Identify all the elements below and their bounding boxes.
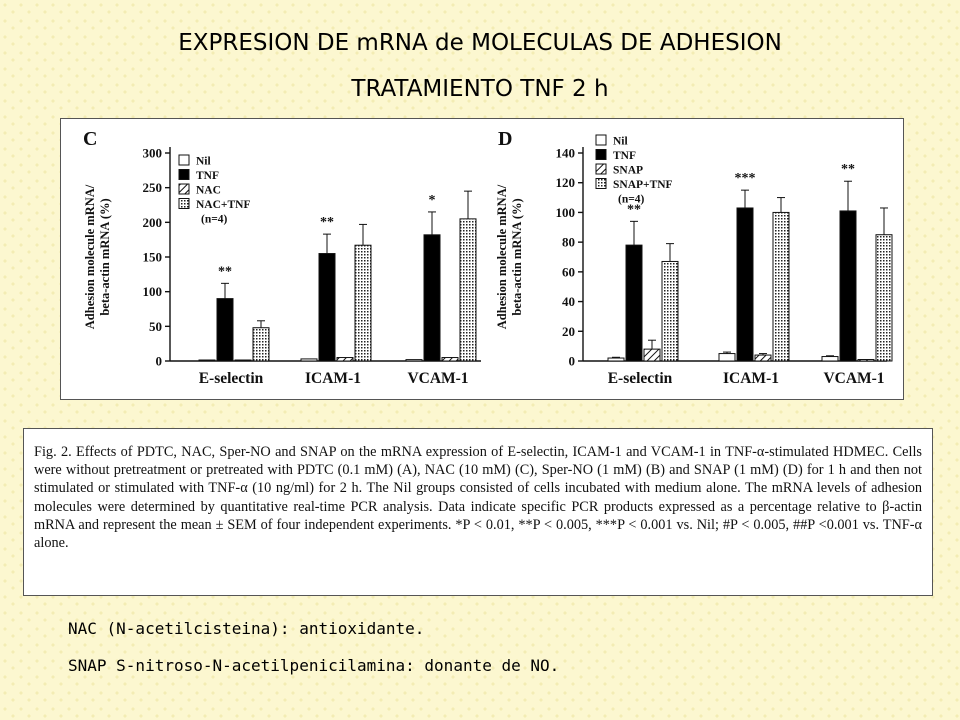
bar-nac	[234, 359, 252, 362]
bar-nac	[441, 357, 459, 362]
bar-tnf	[839, 210, 857, 362]
legend-swatch	[595, 163, 607, 175]
legend-label: SNAP+TNF	[613, 179, 673, 191]
y-tick-label: 0	[569, 354, 576, 369]
y-axis-label: Adhesion molecule mRNA/beta-actin mRNA (…	[83, 184, 112, 329]
y-tick-label: 20	[562, 324, 575, 339]
y-axis-label-line: Adhesion molecule mRNA/	[83, 184, 97, 329]
bar-nil	[821, 356, 839, 362]
y-axis-label-line: beta-actin mRNA (%)	[98, 198, 112, 315]
bar-nac	[336, 357, 354, 362]
category-label: ICAM-1	[723, 370, 779, 387]
y-tick-label: 300	[143, 146, 163, 161]
legend-swatch	[178, 183, 190, 195]
legend-note: (n=4)	[201, 214, 228, 226]
slide-title: EXPRESION DE mRNA de MOLECULAS DE ADHESI…	[178, 30, 782, 56]
bar-snap-tnf	[772, 211, 790, 362]
y-axis-label-line: Adhesion molecule mRNA/	[495, 184, 509, 329]
bar-nil	[718, 353, 736, 362]
bar-tnf	[625, 244, 643, 362]
note-snap: SNAP S-nitroso-N-acetilpenicilamina: don…	[68, 656, 560, 675]
y-tick-label: 50	[149, 319, 162, 334]
category-label: VCAM-1	[407, 370, 468, 387]
y-tick-label: 40	[562, 294, 575, 309]
legend-note: (n=4)	[618, 194, 645, 206]
legend-label: TNF	[196, 170, 219, 182]
category-label: E-selectin	[199, 370, 264, 387]
bar-tnf	[736, 207, 754, 362]
note-nac: NAC (N-acetilcisteina): antioxidante.	[68, 619, 425, 638]
category-label: ICAM-1	[305, 370, 361, 387]
y-tick-label: 0	[156, 354, 163, 369]
category-label: E-selectin	[608, 370, 673, 387]
significance-marker: ***	[735, 171, 756, 186]
y-tick-label: 60	[562, 264, 575, 279]
y-tick-label: 120	[556, 175, 576, 190]
legend-swatch	[178, 154, 190, 166]
significance-marker: **	[320, 215, 334, 230]
legend-label: NAC+TNF	[196, 199, 250, 211]
y-tick-label: 150	[143, 250, 163, 265]
bar-nac-tnf	[459, 218, 477, 362]
legend-swatch	[178, 169, 190, 180]
y-axis-label-line: beta-actin mRNA (%)	[510, 198, 524, 315]
significance-marker: *	[429, 193, 436, 208]
y-axis-label: Adhesion molecule mRNA/beta-actin mRNA (…	[495, 184, 524, 329]
slide-subtitle: TRATAMIENTO TNF 2 h	[351, 76, 609, 102]
legend-swatch	[595, 178, 607, 189]
bar-tnf	[216, 298, 234, 362]
significance-marker: **	[218, 264, 232, 279]
y-tick-label: 80	[562, 235, 575, 250]
legend-swatch	[595, 134, 607, 146]
y-tick-label: 100	[556, 205, 576, 220]
bar-nil	[405, 359, 423, 362]
bar-snap-tnf	[661, 260, 679, 362]
legend-label: NAC	[196, 185, 221, 197]
y-tick-label: 100	[143, 284, 163, 299]
panel-label: D	[498, 128, 512, 150]
legend-label: Nil	[613, 136, 628, 148]
bar-nil	[607, 357, 625, 362]
bar-nil	[198, 359, 216, 362]
y-tick-label: 200	[143, 215, 163, 230]
bar-nac-tnf	[354, 244, 372, 362]
bar-tnf	[318, 253, 336, 362]
legend-swatch	[178, 198, 190, 209]
panel-label: C	[83, 128, 97, 150]
bar-tnf	[423, 234, 441, 362]
category-label: VCAM-1	[823, 370, 884, 387]
legend-swatch	[595, 149, 607, 160]
figure-caption: Fig. 2. Effects of PDTC, NAC, Sper-NO an…	[23, 428, 933, 596]
bar-snap	[754, 354, 772, 362]
significance-marker: **	[841, 162, 855, 177]
y-tick-label: 250	[143, 180, 163, 195]
bar-snap-tnf	[875, 234, 893, 362]
legend-label: Nil	[196, 156, 211, 168]
legend-label: TNF	[613, 150, 636, 162]
bar-snap	[857, 359, 875, 362]
y-tick-label: 140	[556, 146, 576, 161]
legend-label: SNAP	[613, 165, 643, 177]
bar-nac-tnf	[252, 327, 270, 362]
figure-panel: C 0 50 100 150 200 250 300 Adhesion molecule mRN…	[60, 118, 904, 400]
bar-snap	[643, 348, 661, 362]
bar-nil	[300, 358, 318, 362]
significance-marker: **	[627, 202, 641, 217]
